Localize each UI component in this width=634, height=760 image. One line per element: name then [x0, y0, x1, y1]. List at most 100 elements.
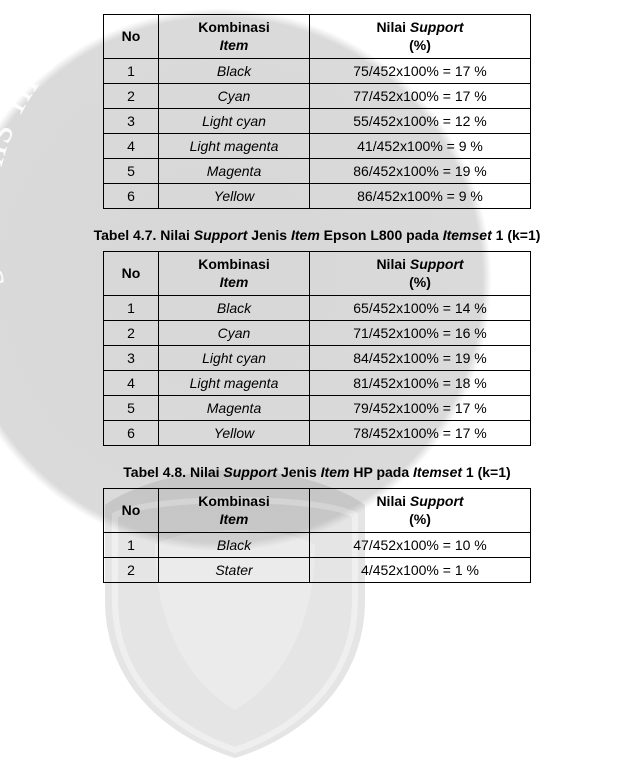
col-header-support: Nilai Support (%) [310, 15, 531, 59]
cell-support: 75/452x100% = 17 % [310, 59, 531, 84]
cell-support: 71/452x100% = 16 % [310, 321, 531, 346]
cell-item: Yellow [159, 421, 310, 446]
cell-support: 55/452x100% = 12 % [310, 109, 531, 134]
col-header-no-2: No [104, 252, 159, 296]
page-content: No Kombinasi Item Nilai Support (%) 1Bla… [0, 0, 634, 583]
cell-no: 4 [104, 134, 159, 159]
cap1-mid1: Jenis [247, 227, 291, 243]
table-row: 2Stater4/452x100% = 1 % [104, 558, 531, 583]
cell-no: 2 [104, 321, 159, 346]
cell-support: 86/452x100% = 9 % [310, 184, 531, 209]
hdr3-support: Support [410, 493, 464, 509]
cap1-i2: Item [291, 227, 320, 243]
cell-support: 86/452x100% = 19 % [310, 159, 531, 184]
table-row: 5Magenta86/452x100% = 19 % [104, 159, 531, 184]
cell-no: 2 [104, 558, 159, 583]
hdr2-pct: (%) [409, 274, 431, 290]
hdr2-item: Item [220, 274, 249, 290]
cell-no: 5 [104, 159, 159, 184]
cell-no: 2 [104, 84, 159, 109]
cell-item: Light cyan [159, 109, 310, 134]
cell-support: 78/452x100% = 17 % [310, 421, 531, 446]
cap1-pre: Tabel 4.7. Nilai [94, 227, 194, 243]
cell-support: 81/452x100% = 18 % [310, 371, 531, 396]
cell-item: Magenta [159, 159, 310, 184]
col-header-kombinasi-3: Kombinasi Item [159, 489, 310, 533]
cap2-mid1: Jenis [277, 464, 321, 480]
table-row: 4Light magenta81/452x100% = 18 % [104, 371, 531, 396]
cell-item: Black [159, 59, 310, 84]
cap1-post: 1 (k=1) [492, 227, 541, 243]
hdr2-komb: Kombinasi [198, 256, 270, 272]
cell-item: Black [159, 296, 310, 321]
hdr3-nilai: Nilai [376, 493, 406, 509]
table2-body: 1Black65/452x100% = 14 %2Cyan71/452x100%… [104, 296, 531, 446]
hdr2-nilai: Nilai [376, 256, 406, 272]
table-row: 1Black65/452x100% = 14 % [104, 296, 531, 321]
cap1-i3: Itemset [443, 227, 492, 243]
table-row: 6Yellow86/452x100% = 9 % [104, 184, 531, 209]
cell-no: 5 [104, 396, 159, 421]
cap2-mid2: HP pada [349, 464, 413, 480]
hdr-nilai-text: Nilai [376, 19, 406, 35]
cell-item: Light magenta [159, 371, 310, 396]
table-row: 6Yellow78/452x100% = 17 % [104, 421, 531, 446]
hdr-pct-text: (%) [409, 37, 431, 53]
cell-support: 65/452x100% = 14 % [310, 296, 531, 321]
cell-no: 6 [104, 421, 159, 446]
col-header-kombinasi: Kombinasi Item [159, 15, 310, 59]
cell-no: 1 [104, 533, 159, 558]
cell-item: Light magenta [159, 134, 310, 159]
hdr-support-text: Support [410, 19, 464, 35]
cell-support: 79/452x100% = 17 % [310, 396, 531, 421]
cell-no: 6 [104, 184, 159, 209]
cap1-mid2: Epson L800 pada [320, 227, 443, 243]
cell-item: Light cyan [159, 346, 310, 371]
cell-item: Magenta [159, 396, 310, 421]
cell-item: Yellow [159, 184, 310, 209]
cell-support: 84/452x100% = 19 % [310, 346, 531, 371]
cell-no: 4 [104, 371, 159, 396]
hdr2-support: Support [410, 256, 464, 272]
hdr-no-text: No [122, 28, 141, 44]
cell-no: 3 [104, 346, 159, 371]
hdr-kombinasi-text: Kombinasi [198, 19, 270, 35]
col-header-support-3: Nilai Support (%) [310, 489, 531, 533]
cell-support: 47/452x100% = 10 % [310, 533, 531, 558]
hdr3-pct: (%) [409, 511, 431, 527]
col-header-kombinasi-2: Kombinasi Item [159, 252, 310, 296]
table-support-2: No Kombinasi Item Nilai Support (%) 1Bla… [103, 251, 531, 446]
hdr3-komb: Kombinasi [198, 493, 270, 509]
cell-no: 1 [104, 296, 159, 321]
table-row: 2Cyan71/452x100% = 16 % [104, 321, 531, 346]
table-support-3: No Kombinasi Item Nilai Support (%) 1Bla… [103, 488, 531, 583]
cell-support: 4/452x100% = 1 % [310, 558, 531, 583]
table-row: 3Light cyan55/452x100% = 12 % [104, 109, 531, 134]
hdr-item-text: Item [220, 37, 249, 53]
table-row: 1Black47/452x100% = 10 % [104, 533, 531, 558]
cap2-pre: Tabel 4.8. Nilai [123, 464, 223, 480]
cap2-i1: Support [223, 464, 277, 480]
cell-support: 77/452x100% = 17 % [310, 84, 531, 109]
table1-body: 1Black75/452x100% = 17 %2Cyan77/452x100%… [104, 59, 531, 209]
hdr3-no: No [122, 502, 141, 518]
cap2-i2: Item [321, 464, 350, 480]
table-support-1: No Kombinasi Item Nilai Support (%) 1Bla… [103, 14, 531, 209]
cell-item: Cyan [159, 84, 310, 109]
cell-support: 41/452x100% = 9 % [310, 134, 531, 159]
cell-item: Stater [159, 558, 310, 583]
col-header-support-2: Nilai Support (%) [310, 252, 531, 296]
caption-table-4-7: Tabel 4.7. Nilai Support Jenis Item Epso… [0, 227, 634, 243]
table-row: 4Light magenta41/452x100% = 9 % [104, 134, 531, 159]
col-header-no: No [104, 15, 159, 59]
col-header-no-3: No [104, 489, 159, 533]
hdr3-item: Item [220, 511, 249, 527]
cap2-i3: Itemset [413, 464, 462, 480]
cell-no: 1 [104, 59, 159, 84]
caption-table-4-8: Tabel 4.8. Nilai Support Jenis Item HP p… [0, 464, 634, 480]
table-row: 3Light cyan84/452x100% = 19 % [104, 346, 531, 371]
table-row: 1Black75/452x100% = 17 % [104, 59, 531, 84]
cell-no: 3 [104, 109, 159, 134]
table-row: 2Cyan77/452x100% = 17 % [104, 84, 531, 109]
table3-body: 1Black47/452x100% = 10 %2Stater4/452x100… [104, 533, 531, 583]
